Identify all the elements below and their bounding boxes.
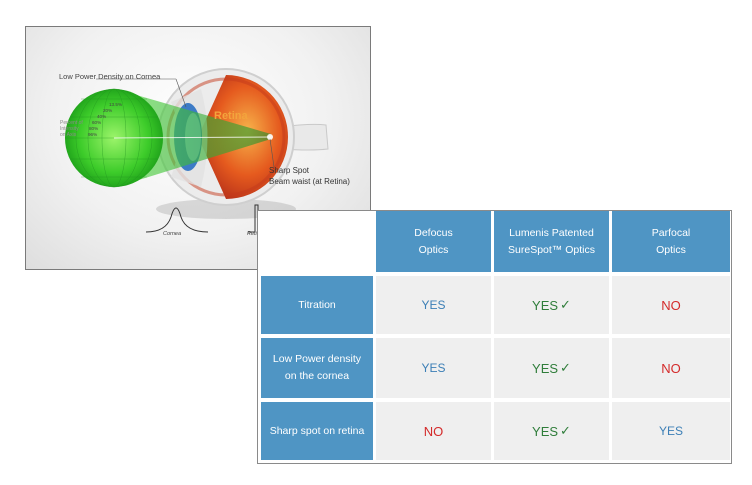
cell-value: YES (376, 338, 491, 398)
row-header-low-power: Low Power density on the cornea (261, 338, 373, 398)
cornea-label: Low Power Density on Cornea (59, 72, 161, 81)
intensity-label: Percent of Intensity on Axis (60, 120, 83, 139)
intensity-label-line: Percent of (60, 120, 83, 126)
check-icon: ✓ (560, 360, 571, 376)
sharp-spot-line: Sharp Spot (269, 166, 310, 175)
percent-value: 96% (88, 132, 98, 137)
cell-value: NO (376, 402, 491, 460)
retina-word: Retina (214, 110, 248, 122)
cell-value: YES (612, 402, 730, 460)
cornea-curve-label: Cornea (163, 231, 182, 237)
row-header-text: Titration (298, 298, 336, 311)
column-header-surespot: Lumenis Patented SureSpot™ Optics (494, 211, 609, 272)
intensity-label-line: on Axis (60, 132, 77, 139)
column-header-text: Lumenis Patented SureSpot™ Optics (508, 226, 595, 256)
cell-value-text: YES (532, 360, 559, 376)
row-header-text: Sharp spot on retina (269, 424, 365, 437)
cell-value-text: YES (421, 361, 446, 375)
comparison-table: Defocus Optics Lumenis Patented SureSpot… (257, 210, 732, 464)
cell-value-text: YES (421, 298, 446, 312)
check-icon: ✓ (560, 297, 571, 313)
check-icon: ✓ (560, 423, 571, 439)
column-header-parfocal: Parfocal Optics (612, 211, 730, 272)
percent-value: 20% (103, 108, 113, 113)
cell-value-text: NO (661, 360, 681, 376)
row-header-text: Low Power density on the cornea (272, 353, 362, 382)
cell-value-text: YES (658, 424, 683, 438)
percent-value: 13.5% (109, 102, 123, 107)
sharp-spot-label: Sharp Spot Beam waist (at Retina) (269, 165, 350, 187)
eye-illustration (65, 68, 329, 233)
cell-value-text: YES (532, 297, 559, 313)
retina-curve-label: Retina (247, 231, 263, 237)
cell-value: YES ✓ (494, 276, 609, 334)
cell-value-text: NO (423, 423, 444, 439)
sharp-spot-line: Beam waist (at Retina) (269, 177, 350, 186)
cell-value: NO (612, 276, 730, 334)
column-header-text: Defocus Optics (414, 226, 453, 256)
column-header-defocus: Defocus Optics (376, 211, 491, 272)
cell-value: YES ✓ (494, 402, 609, 460)
row-header-sharp-spot: Sharp spot on retina (261, 402, 373, 460)
percent-value: 80% (89, 126, 99, 131)
eye-diagram: Low Power Density on Cornea Percent of I… (25, 26, 371, 270)
percent-value: 40% (97, 114, 107, 119)
cell-value: YES (376, 276, 491, 334)
cell-value: YES ✓ (494, 338, 609, 398)
column-header-text: Parfocal Optics (651, 226, 691, 256)
row-header-titration: Titration (261, 276, 373, 334)
percent-value: 60% (92, 120, 102, 125)
intensity-label-line: Intensity (60, 126, 79, 133)
cell-value: NO (612, 338, 730, 398)
cell-value-text: YES (532, 423, 559, 439)
cell-value-text: NO (661, 297, 681, 313)
